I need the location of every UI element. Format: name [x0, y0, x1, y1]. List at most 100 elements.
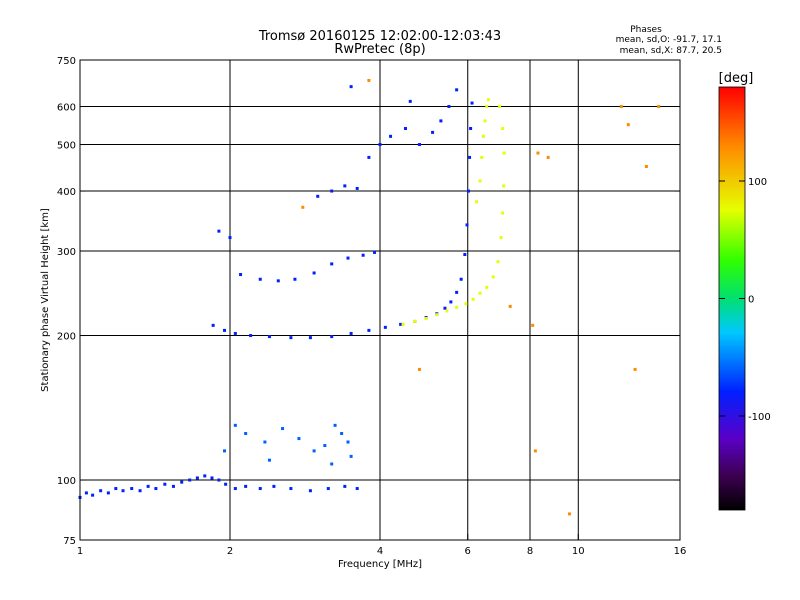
- echo-trace: [78, 474, 359, 499]
- echo-point: [276, 279, 280, 283]
- echo-point: [203, 474, 207, 478]
- echo-point: [475, 200, 479, 204]
- echo-point: [263, 440, 267, 444]
- echo-point: [154, 487, 158, 491]
- echo-point: [267, 335, 271, 339]
- echo-point: [130, 487, 134, 491]
- echo-point: [478, 291, 482, 295]
- echo-point: [465, 223, 469, 227]
- echo-point: [401, 322, 405, 326]
- echo-point: [180, 480, 184, 484]
- echo-point: [445, 309, 449, 313]
- echo-point: [301, 205, 305, 209]
- echo-point: [84, 491, 88, 495]
- echo-trace: [301, 78, 661, 516]
- echo-point: [223, 449, 227, 453]
- echo-point: [367, 328, 371, 332]
- y-tick-label: 400: [57, 187, 76, 198]
- y-axis-ticks: 75 100 200 300 400 500 600 750: [57, 56, 680, 547]
- echo-point: [413, 319, 417, 323]
- echo-point: [567, 512, 571, 516]
- echo-point: [483, 119, 487, 123]
- echo-point: [533, 449, 537, 453]
- echo-trace: [475, 98, 490, 204]
- x-tick-label: 1: [77, 546, 83, 557]
- echo-point: [399, 322, 403, 326]
- echo-point: [455, 305, 459, 309]
- echo-point: [481, 134, 485, 138]
- echo-point: [501, 126, 505, 130]
- echo-point: [383, 325, 387, 329]
- echo-trace: [401, 105, 506, 326]
- echo-point: [233, 331, 237, 335]
- echo-point: [464, 302, 468, 306]
- y-tick-label: 300: [57, 247, 76, 258]
- x-tick-label: 2: [227, 546, 233, 557]
- echo-point: [333, 423, 337, 427]
- echo-point: [417, 143, 421, 147]
- echo-point: [447, 105, 451, 109]
- x-tick-label: 6: [465, 546, 471, 557]
- y-tick-label: 75: [63, 536, 76, 547]
- echo-point: [340, 432, 344, 436]
- colorbar-ticks: 100 0 -100: [719, 177, 771, 423]
- echo-point: [228, 236, 232, 240]
- echo-trace: [217, 229, 377, 283]
- echo-point: [308, 489, 312, 493]
- echo-point: [99, 489, 103, 493]
- echo-point: [349, 85, 353, 89]
- echo-point: [531, 323, 535, 327]
- echo-point: [233, 487, 237, 491]
- x-axis-ticks: 1 2 4 6 8 10 16: [77, 534, 687, 557]
- echo-point: [502, 151, 506, 155]
- chart-subtitle: RwPretec (8p): [334, 42, 425, 57]
- echo-point: [449, 300, 453, 304]
- echo-point: [289, 487, 293, 491]
- echo-point: [210, 476, 214, 480]
- echo-point: [330, 335, 334, 339]
- echo-point: [346, 440, 350, 444]
- echo-point: [508, 304, 512, 308]
- phase-colorbar: [deg] 100 0 -100: [718, 71, 771, 511]
- echo-point: [171, 484, 175, 488]
- echo-point: [378, 143, 382, 147]
- echo-point: [499, 236, 503, 240]
- echo-point: [491, 275, 495, 279]
- x-tick-label: 10: [572, 546, 585, 557]
- echo-point: [223, 328, 227, 332]
- echo-point: [258, 277, 262, 281]
- echo-point: [502, 184, 506, 188]
- echo-point: [498, 105, 502, 109]
- echo-point: [258, 487, 262, 491]
- echo-point: [343, 484, 347, 488]
- echo-point: [211, 323, 215, 327]
- echo-point: [471, 297, 475, 301]
- echo-point: [330, 189, 334, 193]
- echo-point: [373, 250, 377, 254]
- echo-point: [633, 367, 637, 371]
- colorbar-tick-label: -100: [748, 412, 771, 423]
- echo-points: [78, 78, 661, 516]
- colorbar-label: [deg]: [719, 71, 754, 86]
- x-tick-label: 16: [674, 546, 687, 557]
- echo-point: [644, 164, 648, 168]
- x-tick-label: 4: [377, 546, 383, 557]
- plot-area: 1 2 4 6 8 10 16 75 100 200 300 400 500 600 750: [57, 56, 686, 557]
- echo-point: [403, 126, 407, 130]
- echo-point: [293, 277, 297, 281]
- y-tick-label: 750: [57, 56, 76, 67]
- echo-point: [346, 256, 350, 260]
- echo-point: [355, 487, 359, 491]
- y-tick-label: 600: [57, 103, 76, 114]
- echo-point: [224, 482, 228, 486]
- echo-point: [244, 484, 248, 488]
- echo-point: [217, 229, 221, 233]
- echo-point: [138, 489, 142, 493]
- echo-point: [424, 317, 428, 321]
- echo-point: [486, 98, 490, 102]
- echo-point: [459, 277, 463, 281]
- echo-point: [361, 253, 365, 257]
- echo-point: [619, 105, 623, 109]
- echo-point: [297, 437, 301, 441]
- echo-point: [657, 105, 661, 109]
